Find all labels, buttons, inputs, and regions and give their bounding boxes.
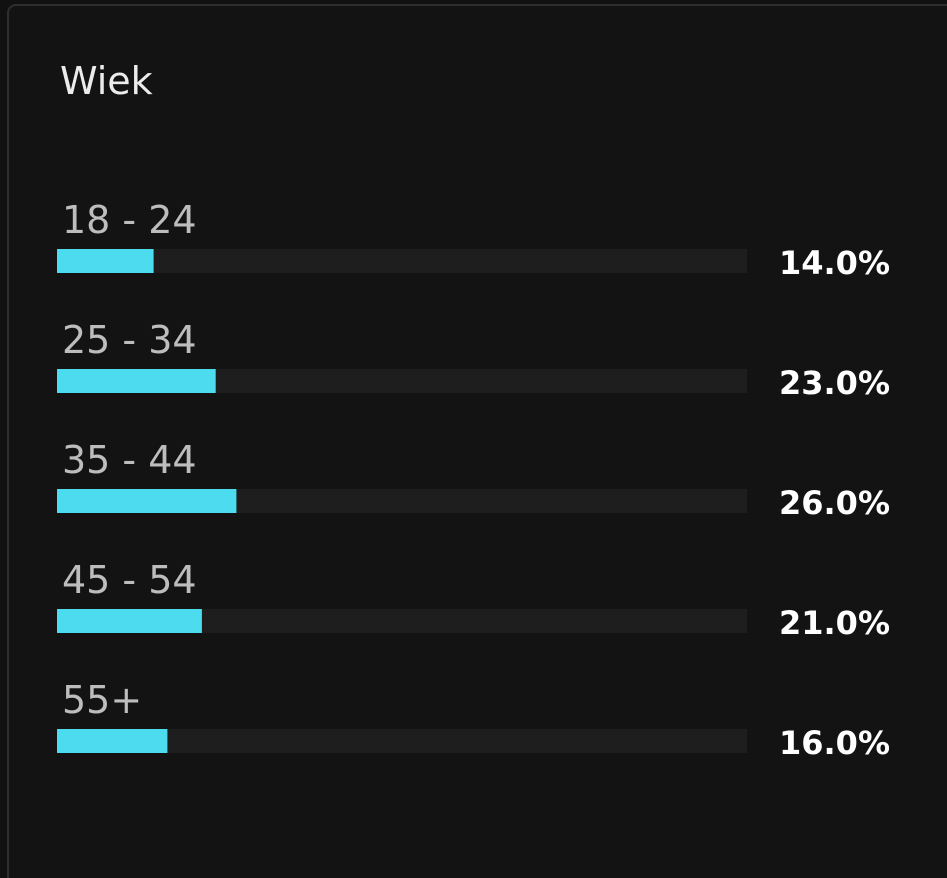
value-label: 26.0% xyxy=(779,484,890,522)
category-label: 18 - 24 xyxy=(62,198,197,242)
bar xyxy=(57,249,154,273)
chart-title: Wiek xyxy=(60,59,153,103)
bar-track xyxy=(57,249,747,273)
category-label: 35 - 44 xyxy=(62,438,197,482)
bar xyxy=(57,729,168,753)
category-label: 45 - 54 xyxy=(62,558,197,602)
bar xyxy=(57,489,237,513)
value-label: 14.0% xyxy=(779,244,890,282)
value-label: 21.0% xyxy=(779,604,890,642)
panel xyxy=(7,4,947,878)
category-label: 25 - 34 xyxy=(62,318,197,362)
bar xyxy=(57,609,202,633)
value-label: 16.0% xyxy=(779,724,890,762)
bar-track xyxy=(57,729,747,753)
value-label: 23.0% xyxy=(779,364,890,402)
category-label: 55+ xyxy=(62,678,142,722)
bar xyxy=(57,369,216,393)
